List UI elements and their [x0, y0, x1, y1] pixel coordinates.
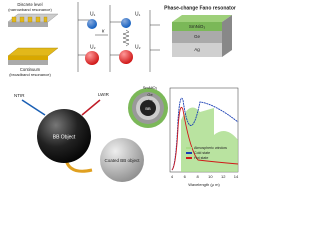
graphical-abstract: Discrete level (narrowband resonance) Co…	[7, 2, 239, 187]
axis-label: Wavelength (μ m)	[188, 182, 220, 187]
ball	[119, 50, 133, 64]
label: U₂	[90, 44, 96, 50]
label: U₁	[90, 11, 96, 17]
label: Coated BB object	[104, 158, 140, 163]
label: Continuum	[20, 67, 41, 72]
label: NTIR	[14, 93, 25, 98]
legend-swatch	[186, 147, 192, 149]
layer-label: Ag	[148, 98, 153, 103]
legend-label: Cold state	[194, 151, 210, 155]
label: U₁	[135, 11, 141, 17]
x-tick-label: 6	[184, 174, 187, 179]
coated-sphere	[100, 138, 144, 182]
discrete-slab	[7, 13, 59, 27]
label: U₂	[135, 44, 141, 50]
legend-swatch	[186, 152, 192, 154]
label: Discrete level	[17, 2, 42, 7]
legend-label: Hot state	[194, 156, 208, 160]
legend-label: Atmospheric window	[194, 146, 227, 150]
ball	[121, 18, 131, 28]
layered-sphere	[128, 88, 168, 128]
ball	[87, 19, 97, 29]
ball	[85, 51, 99, 65]
continuum-slab	[7, 47, 59, 65]
label: (broadband resonance)	[9, 72, 51, 77]
layer-label: SmNiO₃	[189, 24, 205, 29]
x-tick-label: 4	[171, 174, 174, 179]
label: (narrowband resonance)	[8, 7, 52, 12]
layer-label: BB	[145, 106, 151, 111]
x-tick-label: 14	[234, 174, 239, 179]
label: BB Object	[53, 134, 76, 140]
label: κ	[102, 28, 105, 34]
label: LWIR	[98, 92, 110, 97]
layer-label: Ge	[194, 34, 201, 39]
spring	[122, 29, 130, 47]
legend-swatch	[186, 157, 192, 159]
bb-sphere	[37, 109, 91, 163]
x-tick-label: 8	[196, 174, 199, 179]
title: Phase-change Fano resonator	[164, 5, 236, 11]
layer-label: Ge	[147, 92, 153, 97]
layer-label: Ag	[194, 47, 200, 52]
x-tick-label: 10	[208, 174, 213, 179]
resonator-stack	[172, 15, 232, 57]
layer-label: SmNiO₃	[143, 85, 158, 90]
plot	[169, 87, 239, 173]
x-tick-label: 12	[221, 174, 226, 179]
